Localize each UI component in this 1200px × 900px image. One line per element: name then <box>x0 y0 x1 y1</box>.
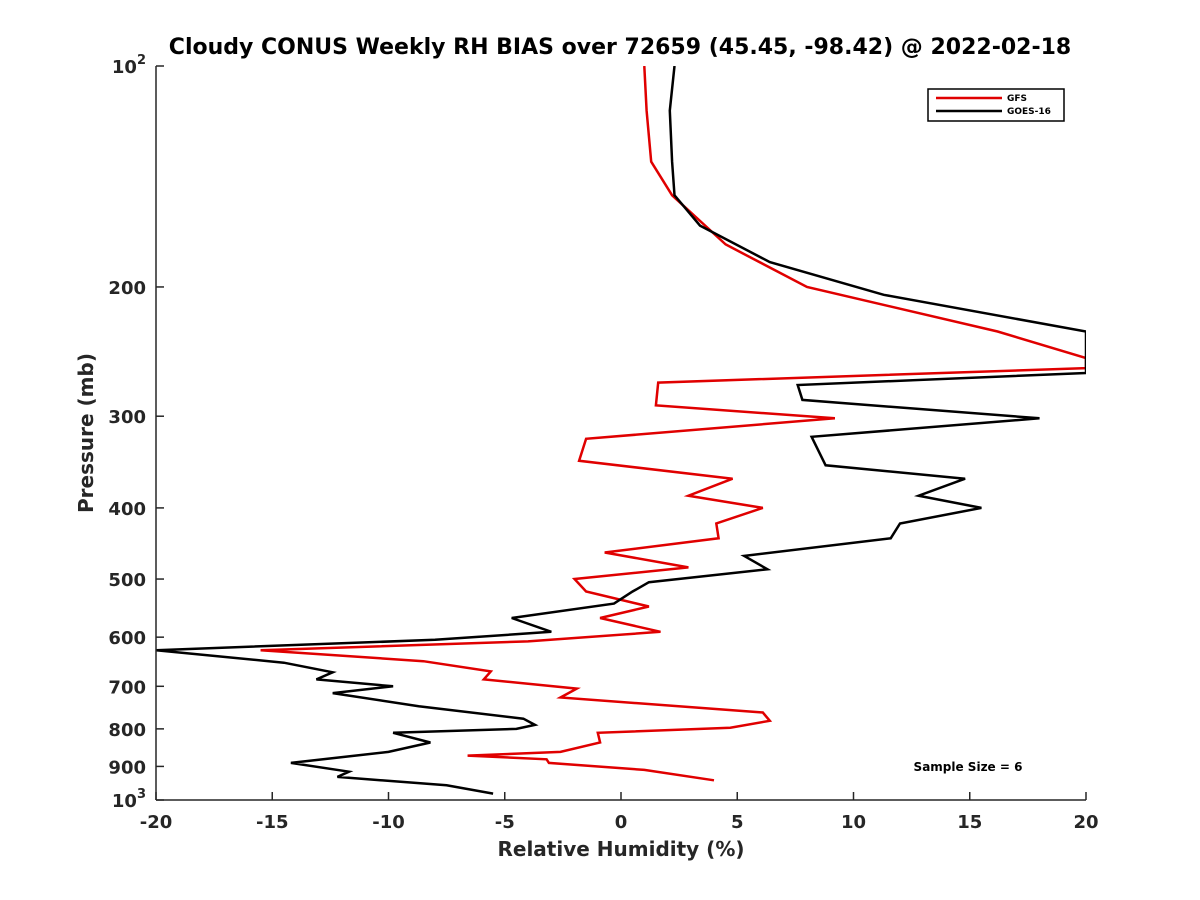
y-tick-label: 200 <box>108 278 146 299</box>
x-tick-label: -10 <box>372 812 405 833</box>
series-line-goes16 <box>156 66 1086 795</box>
series-layer <box>156 66 1086 795</box>
plot-area: -20 -15 -10 -5 0 5 10 15 20 102 200 300 400 500 600 70… <box>108 53 1098 833</box>
legend-box <box>927 88 1065 122</box>
x-axis-ticks: -20 -15 -10 -5 0 5 10 15 20 <box>140 792 1099 833</box>
y-tick-label: 300 <box>108 407 146 428</box>
series-line-gfs <box>260 66 1086 782</box>
y-tick-label: 102 <box>112 53 146 78</box>
y-tick-label: 700 <box>108 677 146 698</box>
y-tick-label: 500 <box>108 570 146 591</box>
y-tick-label: 400 <box>108 499 146 520</box>
y-axis-ticks: 102 200 300 400 500 600 700 800 900 103 <box>108 53 164 812</box>
y-axis-label: Pressure (mb) <box>74 353 98 513</box>
sample-size-annotation: Sample Size = 6 <box>914 760 1023 774</box>
x-tick-label: 5 <box>731 812 744 833</box>
legend: GFS GOES-16 <box>927 88 1065 122</box>
y-tick-label: 800 <box>108 720 146 741</box>
y-tick-label: 103 <box>112 787 146 812</box>
x-tick-label: -20 <box>140 812 173 833</box>
legend-label-goes16: GOES-16 <box>1007 107 1051 117</box>
x-tick-label: 20 <box>1073 812 1098 833</box>
legend-label-gfs: GFS <box>1007 94 1027 104</box>
chart-title: Cloudy CONUS Weekly RH BIAS over 72659 (… <box>169 35 1071 60</box>
x-tick-label: -15 <box>256 812 289 833</box>
x-tick-label: 10 <box>841 812 866 833</box>
x-tick-label: 0 <box>615 812 628 833</box>
y-tick-label: 900 <box>108 757 146 778</box>
x-axis-label: Relative Humidity (%) <box>497 837 744 861</box>
y-tick-label: 600 <box>108 628 146 649</box>
x-tick-label: 15 <box>957 812 982 833</box>
x-tick-label: -5 <box>495 812 515 833</box>
